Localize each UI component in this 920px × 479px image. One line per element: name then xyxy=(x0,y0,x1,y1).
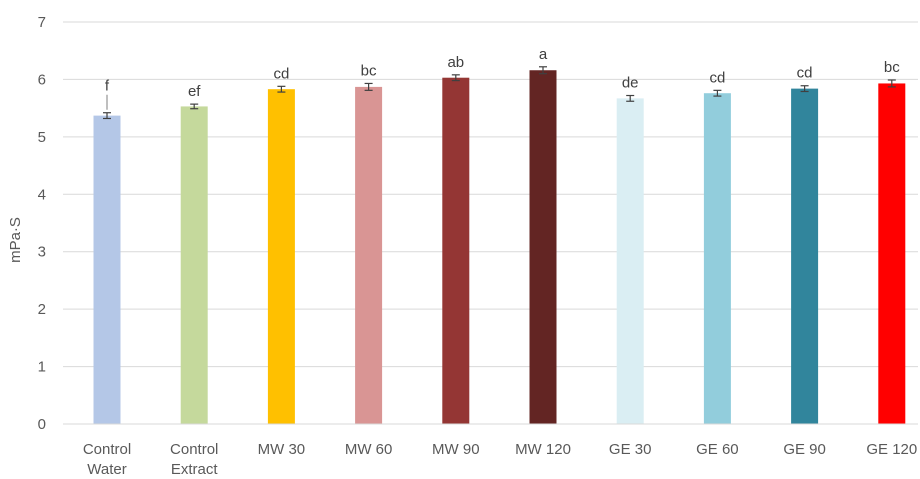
x-tick-label: Control xyxy=(83,441,131,458)
bar xyxy=(442,77,470,424)
significance-label: ef xyxy=(188,83,201,100)
error-bar xyxy=(190,103,199,110)
y-tick-label: 5 xyxy=(38,129,46,146)
x-tick-label: Control xyxy=(170,441,218,458)
error-bar xyxy=(277,85,286,93)
bar xyxy=(878,83,906,424)
x-axis: Control Water Control Extract MW 30 MW 60 MW 9… xyxy=(63,423,918,478)
bar xyxy=(703,93,731,424)
error-bar xyxy=(451,74,460,82)
y-tick-label: 4 xyxy=(38,186,46,203)
x-tick-label: Extract xyxy=(171,461,219,478)
significance-label: bc xyxy=(884,59,900,76)
bars: f ef cd bc ab a de cd cd bc xyxy=(93,46,906,425)
bar xyxy=(355,86,383,424)
bar xyxy=(267,89,295,424)
significance-label: cd xyxy=(273,65,289,82)
y-axis-label: mPa·S xyxy=(7,217,24,263)
significance-label: ab xyxy=(447,54,464,71)
y-tick-label: 0 xyxy=(38,416,46,433)
x-tick-label: GE 30 xyxy=(609,441,652,458)
significance-label: cd xyxy=(797,65,813,82)
bar xyxy=(93,115,121,424)
y-tick-label: 3 xyxy=(38,244,46,261)
significance-label: de xyxy=(622,75,639,92)
significance-label: a xyxy=(539,46,548,63)
error-bar xyxy=(800,85,809,93)
significance-label: bc xyxy=(361,62,377,79)
y-axis: 0 1 2 3 4 5 6 7 xyxy=(38,14,46,433)
y-tick-label: 7 xyxy=(38,14,46,31)
error-bar xyxy=(364,82,373,91)
error-bar xyxy=(887,79,896,88)
significance-label: cd xyxy=(709,69,725,86)
x-tick-label: MW 120 xyxy=(515,441,571,458)
significance-label: f xyxy=(105,78,110,95)
error-bar xyxy=(103,112,111,120)
bar xyxy=(529,70,557,425)
x-tick-label: Water xyxy=(87,461,126,478)
x-tick-label: MW 90 xyxy=(432,441,480,458)
x-tick-label: GE 60 xyxy=(696,441,739,458)
x-tick-label: MW 60 xyxy=(345,441,393,458)
x-tick-label: MW 30 xyxy=(258,441,306,458)
bar xyxy=(616,98,644,424)
y-tick-label: 1 xyxy=(38,359,46,376)
bar xyxy=(180,106,208,425)
error-bar xyxy=(539,66,547,75)
x-tick-label: GE 120 xyxy=(866,441,917,458)
error-bar xyxy=(626,94,635,102)
y-tick-label: 2 xyxy=(38,301,46,318)
y-tick-label: 6 xyxy=(38,71,46,88)
bar xyxy=(791,88,819,425)
x-tick-label: GE 90 xyxy=(783,441,826,458)
error-bar xyxy=(713,89,722,97)
